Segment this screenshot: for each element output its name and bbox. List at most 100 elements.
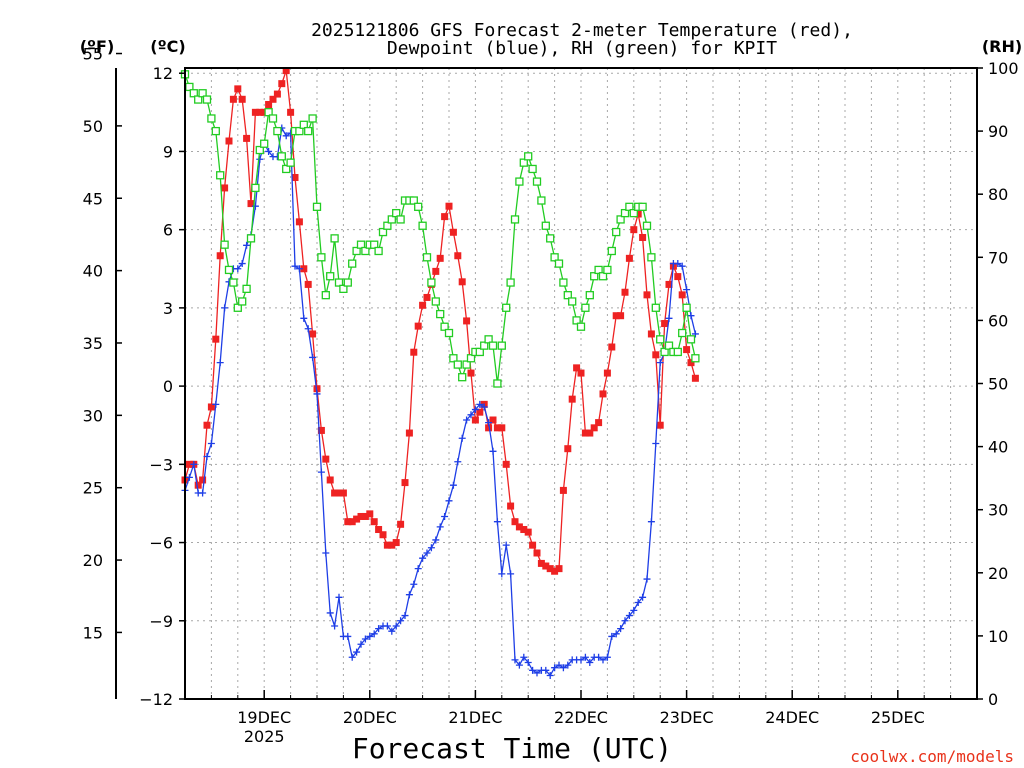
dewpoint-point — [463, 416, 471, 424]
temperature-point — [291, 174, 299, 182]
dewpoint-point — [511, 656, 519, 664]
dewpoint-point — [533, 669, 541, 677]
rh-point — [268, 114, 278, 123]
rh-point — [330, 234, 339, 243]
rh-tick-label: 100 — [988, 59, 1019, 78]
temperature-point — [471, 416, 479, 424]
temperature-point — [353, 515, 361, 523]
temperature-point — [678, 291, 686, 299]
fahrenheit-tick-label: 25 — [83, 479, 103, 498]
rh-point — [510, 215, 520, 224]
dewpoint-point — [383, 622, 391, 630]
date-tick-label: 23DEC — [660, 708, 714, 727]
dewpoint-point — [317, 468, 325, 476]
date-tick-label: 21DEC — [448, 708, 502, 727]
rh-point — [572, 316, 581, 325]
rh-point — [277, 152, 286, 161]
celsius-tick-label: 12 — [153, 64, 173, 83]
dewpoint-point — [370, 630, 378, 638]
dewpoint-point — [309, 353, 317, 361]
rh-point — [374, 246, 383, 256]
rh-point — [519, 158, 528, 167]
temperature-point — [375, 526, 383, 534]
temperature-point — [335, 489, 343, 497]
rh-point — [537, 196, 546, 205]
dewpoint-point — [489, 447, 497, 455]
rh-tick-label: 10 — [988, 627, 1008, 646]
dewpoint-point — [335, 593, 343, 601]
dewpoint-series-line — [184, 126, 697, 677]
rh-point — [229, 278, 238, 287]
dewpoint-point — [612, 630, 620, 638]
rh-point — [691, 354, 700, 363]
dewpoint-point — [344, 632, 352, 640]
temperature-point — [379, 531, 387, 539]
dewpoint-point — [203, 453, 211, 461]
rh-point — [189, 89, 198, 98]
dewpoint-point — [524, 658, 532, 666]
dewpoint-point — [467, 411, 475, 419]
dewpoint-point — [520, 653, 528, 661]
temperature-point — [419, 301, 427, 309]
rh-point — [396, 215, 405, 224]
dewpoint-point — [652, 439, 660, 447]
rh-point — [348, 259, 357, 268]
rh-tick-label: 50 — [988, 375, 1008, 394]
rh-point — [282, 164, 291, 174]
fahrenheit-tick-label: 50 — [83, 117, 103, 136]
dewpoint-point — [621, 617, 629, 625]
dewpoint-point — [388, 627, 396, 635]
temperature-point — [199, 476, 207, 484]
chart-title-line1: 2025121806 GFS Forecast 2-meter Temperat… — [311, 20, 853, 41]
temperature-point — [586, 429, 594, 437]
temperature-point — [449, 228, 457, 236]
temperature-point — [357, 512, 365, 520]
dewpoint-point — [234, 265, 242, 273]
rh-point — [238, 297, 247, 306]
temperature-point — [238, 95, 246, 103]
temperature-point — [388, 541, 396, 549]
rh-point — [352, 246, 361, 256]
rh-point — [392, 208, 401, 218]
rh-point — [246, 234, 256, 243]
rh-point — [466, 354, 476, 363]
dewpoint-point — [515, 661, 523, 669]
dewpoint-point — [291, 262, 299, 270]
dewpoint-point — [502, 541, 510, 549]
dewpoint-point — [265, 147, 273, 155]
rh-point — [629, 208, 638, 218]
dewpoint-point — [207, 439, 215, 447]
temperature-point — [608, 343, 616, 351]
rh-point — [422, 253, 432, 262]
dewpoint-point — [405, 591, 413, 599]
plot-frame — [184, 67, 978, 700]
rh-point — [594, 265, 603, 275]
temperature-point — [502, 460, 510, 468]
x-axis-title: Forecast Time (UTC) — [352, 732, 672, 765]
dewpoint-point — [634, 599, 642, 607]
temperature-point — [445, 202, 453, 210]
temperature-point — [185, 460, 193, 468]
rh-point — [480, 341, 489, 350]
temperature-point — [687, 359, 695, 367]
rh-point — [317, 253, 326, 262]
temperature-point — [546, 565, 554, 573]
dewpoint-point — [586, 658, 594, 666]
rh-point — [620, 208, 630, 218]
temperature-point — [529, 541, 537, 549]
rh-point — [224, 265, 234, 275]
dewpoint-point — [678, 262, 686, 270]
rh-point — [343, 278, 352, 287]
dewpoint-point — [656, 359, 664, 367]
rh-point — [603, 265, 612, 275]
temperature-point — [564, 445, 572, 453]
temperature-point — [498, 424, 506, 432]
temperature-point — [458, 278, 466, 286]
rh-point — [198, 89, 207, 98]
temperature-point — [361, 512, 369, 520]
dewpoint-point — [243, 241, 251, 249]
dewpoint-point — [295, 265, 303, 273]
credit-text: coolwx.com/models — [850, 747, 1014, 766]
celsius-tick-label: 6 — [163, 221, 173, 240]
